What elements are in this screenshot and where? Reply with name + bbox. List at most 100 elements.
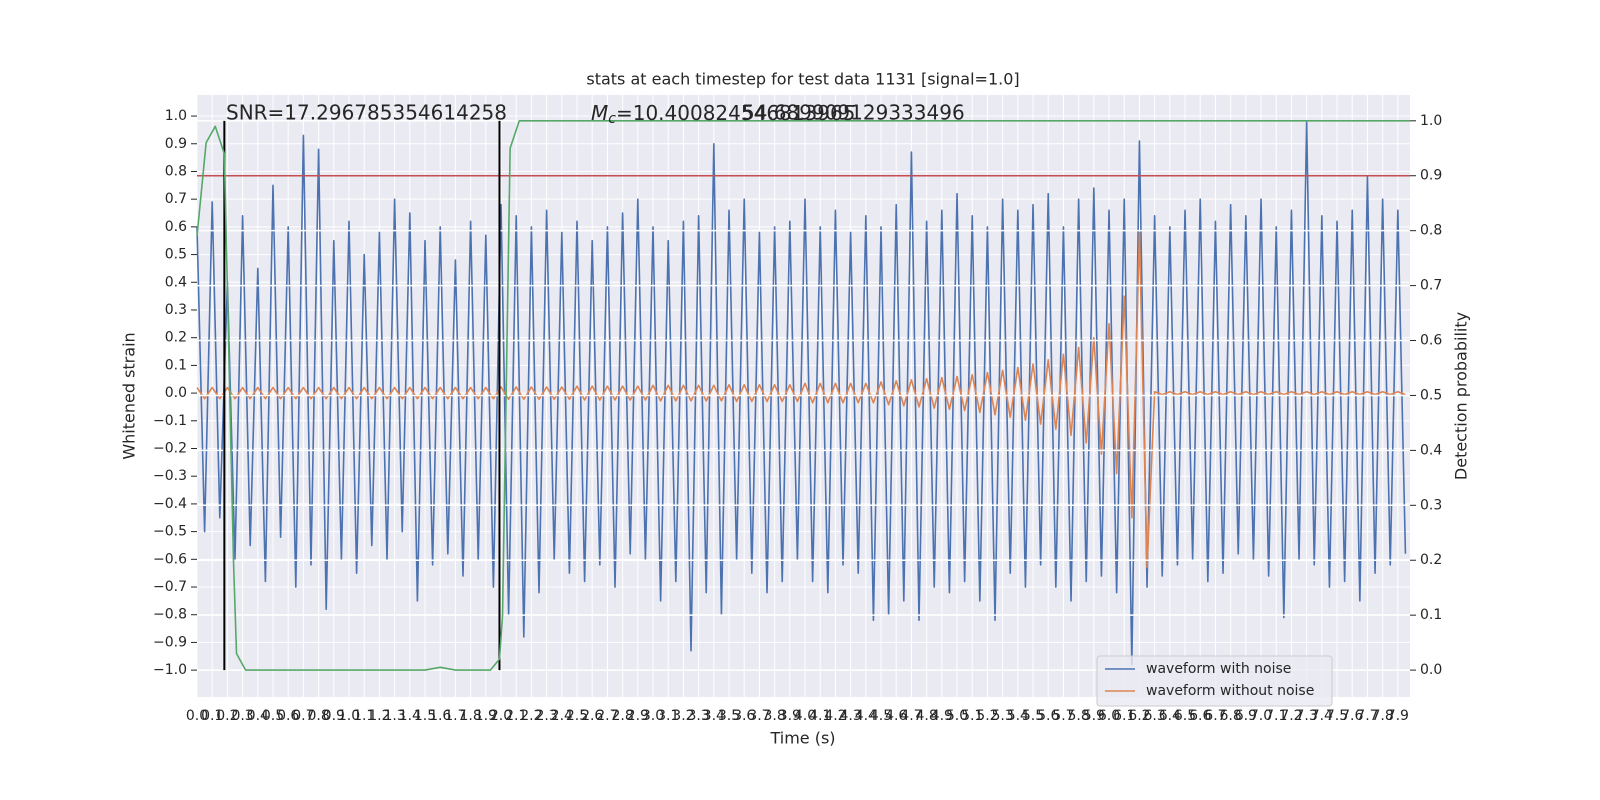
- x-tick-label: 4.9: [931, 708, 953, 724]
- y-tick-label: 0.7: [165, 191, 187, 207]
- x-tick-label: 0.5: [262, 708, 284, 724]
- y2-axis-label: Detection probability: [1452, 312, 1471, 480]
- x-tick-label: 2.1: [505, 708, 527, 724]
- x-tick-label: 3.3: [687, 708, 709, 724]
- x-tick-label: 1.1: [353, 708, 375, 724]
- x-tick-label: 2.3: [535, 708, 557, 724]
- x-tick-label: 0.1: [201, 708, 223, 724]
- x-tick-label: 0.0: [186, 708, 208, 724]
- y-tick-label: −0.4: [153, 496, 187, 512]
- x-tick-label: 7.0: [1250, 708, 1272, 724]
- series-line: [196, 120, 1407, 666]
- chart-title: stats at each timestep for test data 113…: [586, 70, 1019, 89]
- y-tick-label: −0.8: [153, 607, 187, 623]
- x-tick-label: 4.8: [915, 708, 937, 724]
- x-tick-label: 0.2: [216, 708, 238, 724]
- x-tick-label: 0.9: [323, 708, 345, 724]
- y2-tick-label: 0.2: [1420, 552, 1442, 568]
- y-tick-label: 0.0: [165, 385, 187, 401]
- annotation-subscript: c: [608, 111, 616, 127]
- x-tick-label: 3.0: [642, 708, 664, 724]
- x-tick-label: 5.3: [991, 708, 1013, 724]
- x-tick-label: 7.8: [1372, 708, 1394, 724]
- x-tick-label: 4.0: [794, 708, 816, 724]
- x-tick-label: 6.0: [1098, 708, 1120, 724]
- annotation: 54.689909129333496: [742, 101, 965, 125]
- x-tick-label: 1.5: [414, 708, 436, 724]
- x-tick-label: 7.3: [1296, 708, 1318, 724]
- y-tick-label: 0.9: [165, 136, 187, 152]
- x-tick-label: 3.7: [748, 708, 770, 724]
- x-tick-label: 0.3: [231, 708, 253, 724]
- x-tick-label: 7.6: [1341, 708, 1363, 724]
- x-tick-label: 2.2: [520, 708, 542, 724]
- y-tick-label: 0.1: [165, 357, 187, 373]
- x-tick-label: 4.4: [855, 708, 877, 724]
- y2-tick-label: 0.0: [1420, 662, 1442, 678]
- x-tick-label: 1.9: [475, 708, 497, 724]
- legend-label: waveform without noise: [1146, 683, 1314, 699]
- y2-tick-label: 0.4: [1420, 442, 1442, 458]
- x-tick-label: 4.6: [885, 708, 907, 724]
- y2-tick-label: 0.1: [1420, 607, 1442, 623]
- x-tick-label: 3.2: [672, 708, 694, 724]
- y2-tick-label: 0.8: [1420, 223, 1442, 239]
- y-tick-label: 1.0: [165, 108, 187, 124]
- x-axis-label: Time (s): [769, 729, 835, 748]
- x-tick-label: 1.8: [459, 708, 481, 724]
- y-tick-label: −0.2: [153, 440, 187, 456]
- x-tick-label: 3.4: [703, 708, 725, 724]
- series-line: [196, 231, 1406, 569]
- x-tick-label: 6.9: [1235, 708, 1257, 724]
- x-tick-label: 6.7: [1204, 708, 1226, 724]
- x-tick-label: 1.3: [383, 708, 405, 724]
- annotation: Mc=10.400824546813965: [591, 101, 855, 128]
- y-tick-label: −0.9: [153, 634, 187, 650]
- x-tick-label: 0.7: [292, 708, 314, 724]
- x-tick-label: 5.0: [946, 708, 968, 724]
- x-tick-label: 4.3: [839, 708, 861, 724]
- x-tick-label: 2.5: [566, 708, 588, 724]
- x-tick-label: 7.1: [1265, 708, 1287, 724]
- x-tick-label: 4.2: [824, 708, 846, 724]
- y-tick-label: 0.3: [165, 302, 187, 318]
- x-tick-label: 0.4: [247, 708, 269, 724]
- x-tick-label: 2.7: [596, 708, 618, 724]
- x-tick-label: 5.8: [1067, 708, 1089, 724]
- y-tick-label: −0.6: [153, 551, 187, 567]
- annotation: SNR=17.296785354614258: [226, 101, 507, 125]
- x-tick-label: 5.7: [1052, 708, 1074, 724]
- y2-tick-label: 0.3: [1420, 497, 1442, 513]
- x-tick-label: 6.3: [1143, 708, 1165, 724]
- x-tick-label: 1.0: [338, 708, 360, 724]
- y-tick-label: 0.6: [165, 219, 187, 235]
- x-tick-label: 3.9: [779, 708, 801, 724]
- x-tick-label: 1.2: [368, 708, 390, 724]
- x-tick-label: 0.6: [277, 708, 299, 724]
- y2-tick-label: 0.9: [1420, 168, 1442, 184]
- x-tick-label: 4.1: [809, 708, 831, 724]
- x-tick-label: 5.1: [961, 708, 983, 724]
- axes: 0.00.10.20.30.40.50.60.70.80.91.01.11.21…: [153, 108, 1442, 724]
- x-tick-label: 7.5: [1326, 708, 1348, 724]
- x-tick-label: 5.9: [1083, 708, 1105, 724]
- y2-tick-label: 0.5: [1420, 387, 1442, 403]
- y2-tick-label: 0.7: [1420, 278, 1442, 294]
- y-tick-label: −0.5: [153, 524, 187, 540]
- x-tick-label: 7.9: [1387, 708, 1409, 724]
- x-tick-label: 6.4: [1159, 708, 1181, 724]
- legend: waveform with noise waveform without nois…: [1096, 655, 1333, 707]
- annotation-text: =10.400824546813965: [616, 101, 855, 125]
- x-tick-label: 2.0: [490, 708, 512, 724]
- x-tick-label: 6.5: [1174, 708, 1196, 724]
- x-tick-label: 1.4: [399, 708, 421, 724]
- x-tick-label: 2.6: [581, 708, 603, 724]
- x-tick-label: 5.2: [976, 708, 998, 724]
- legend-box: [1096, 655, 1333, 707]
- x-tick-label: 4.5: [870, 708, 892, 724]
- x-tick-label: 5.5: [1022, 708, 1044, 724]
- x-tick-label: 7.2: [1280, 708, 1302, 724]
- y-tick-label: 0.8: [165, 163, 187, 179]
- y-tick-label: 0.4: [165, 274, 187, 290]
